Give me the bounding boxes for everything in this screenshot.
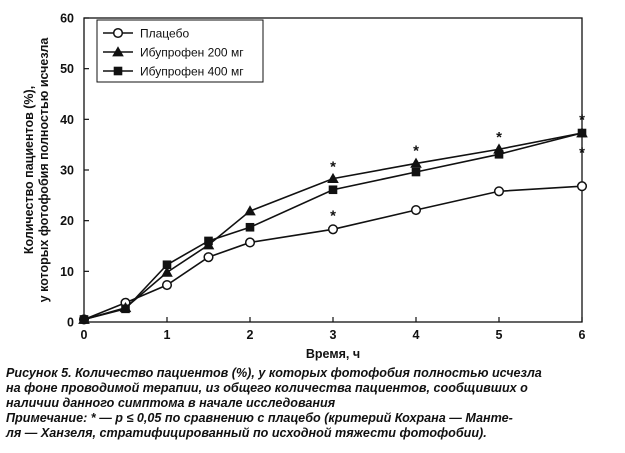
significance-asterisk: * [330,158,336,175]
data-point [203,252,214,263]
significance-asterisk: * [579,145,585,162]
data-point [121,304,130,314]
series-0 [78,181,588,325]
data-point [244,237,256,248]
caption-note-line: ля — Ханзеля, стратифицированный по исхо… [6,426,487,440]
data-point [162,260,172,270]
caption-note-line: Примечание: * — p ≤ 0,05 по сравнению с … [6,411,513,425]
caption-line: Рисунок 5. Количество пациентов (%), у к… [6,366,542,380]
legend-label: Плацебо [140,26,189,40]
legend-marker [112,27,124,39]
x-tick-label: 6 [579,328,586,342]
x-tick-label: 3 [330,328,337,342]
figure-caption: Рисунок 5. Количество пациентов (%), у к… [6,366,618,441]
data-point [577,128,587,138]
chart-legend: Плацебо Ибупрофен 200 мг Ибупрофен 400 мг [96,19,264,83]
y-tick-label: 10 [60,265,74,279]
significance-asterisk: * [413,143,419,160]
y-tick-label: 30 [60,164,74,178]
legend-label: Ибупрофен 400 мг [140,64,244,78]
x-axis-label: Время, ч [306,347,360,361]
data-point [79,315,89,324]
significance-asterisk: * [496,129,502,146]
y-tick-label: 20 [60,214,74,228]
data-point [410,204,422,216]
x-tick-label: 0 [81,328,88,342]
y-axis-label-line: у которых фотофобия полностью исчезла [37,37,51,303]
data-point [204,236,213,246]
caption-line: на фоне проводимой терапии, из общего ко… [6,381,528,395]
data-point [411,167,421,177]
data-point [244,205,256,216]
data-point [410,157,422,168]
x-tick-label: 4 [413,328,420,342]
caption-line: наличии данного симптома в начале исслед… [6,396,336,410]
y-tick-label: 60 [60,12,74,26]
data-point [328,185,338,195]
y-tick-label: 50 [60,62,74,76]
legend-label: Ибупрофен 200 мг [140,45,244,59]
line-chart: 0 10 20 30 40 50 60 0 1 2 3 4 5 6 Время, ч Количество п… [22,12,588,362]
y-axis-label-line: Количество пациентов (%), [22,86,36,254]
legend-marker [112,46,124,57]
x-tick-label: 1 [164,328,171,342]
data-point [576,181,588,192]
data-point [161,279,173,291]
significance-asterisk: * [579,111,585,128]
chart-lines [78,127,588,325]
legend-marker [113,66,123,76]
data-point [494,149,504,159]
significance-asterisk: * [330,208,336,225]
chart-axes: 0 10 20 30 40 50 60 0 1 2 3 4 5 6 Время, ч Количество п… [22,12,586,362]
chart-annotations: * * * * * * [330,111,585,224]
data-point [161,266,173,277]
y-axis-label: Количество пациентов (%),у которых фотоф… [22,37,51,303]
data-point [493,186,505,197]
x-tick-label: 2 [247,328,254,342]
x-tick-label: 5 [496,328,503,342]
y-tick-label: 0 [67,316,74,330]
series-2 [79,128,587,324]
data-point [245,222,255,232]
series-line [83,185,583,321]
y-tick-label: 40 [60,113,74,127]
data-point [327,172,339,183]
data-point [327,224,339,235]
